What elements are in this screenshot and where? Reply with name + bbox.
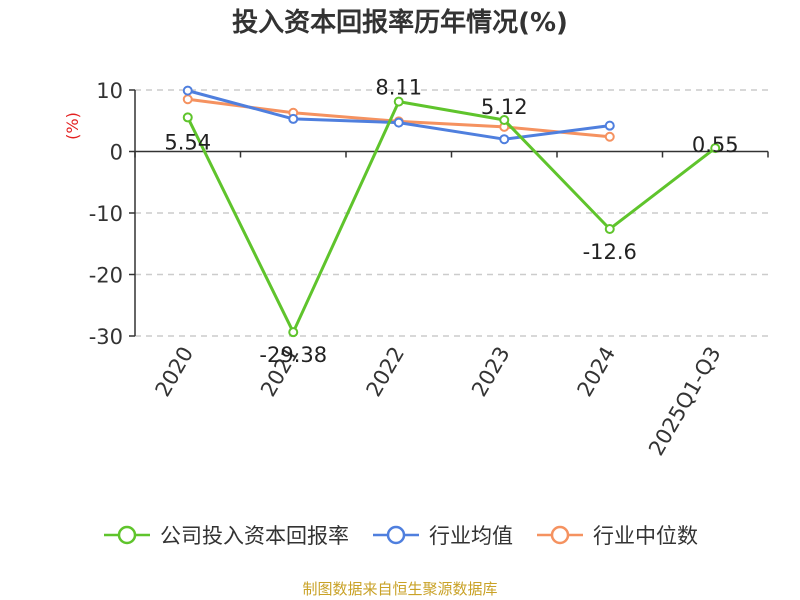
y-tick-label: -30: [89, 325, 123, 349]
data-point: [604, 223, 615, 234]
x-tick-label: 2022: [362, 343, 410, 401]
legend-swatch: [373, 525, 419, 545]
data-label: 8.11: [375, 76, 422, 100]
y-tick-label: 10: [96, 79, 123, 103]
chart-plot: 100-10-20-30(%)2020 2021 2022 2023 2024 2025Q…: [63, 76, 769, 460]
y-tick-label: -10: [89, 202, 123, 226]
x-tick-label: 2024: [573, 343, 621, 401]
legend-label: 行业中位数: [593, 524, 698, 548]
data-label: 0.55: [692, 133, 739, 157]
legend-label: 行业均值: [429, 524, 513, 548]
chart-legend: 公司投入资本回报率 行业均值 行业中位数: [0, 520, 800, 550]
data-point: [182, 112, 193, 123]
series-line: [186, 100, 717, 334]
source-note: 制图数据来自恒生聚源数据库: [302, 580, 498, 598]
x-tick-label: 2025Q1-Q3: [644, 343, 726, 460]
x-tick-label: 2023: [467, 343, 515, 401]
data-point: [499, 134, 510, 145]
y-axis-label: (%): [63, 112, 82, 140]
legend-item[interactable]: 公司投入资本回报率: [102, 520, 349, 550]
data-point: [288, 327, 299, 338]
data-point: [393, 96, 404, 107]
data-label: 5.54: [164, 130, 211, 154]
data-point: [393, 117, 404, 128]
data-point: [288, 113, 299, 124]
legend-item[interactable]: 行业均值: [371, 520, 513, 550]
data-label: -12.6: [583, 240, 637, 264]
chart-title: 投入资本回报率历年情况(%): [232, 8, 568, 38]
legend-swatch: [104, 525, 150, 545]
data-point: [604, 120, 615, 131]
x-tick-label: 2020: [151, 343, 199, 401]
y-tick-label: 0: [110, 141, 123, 165]
data-point: [182, 85, 193, 96]
data-point: [604, 131, 615, 142]
legend-item[interactable]: 行业中位数: [535, 520, 698, 550]
data-label: -29.38: [259, 343, 327, 367]
legend-swatch: [537, 525, 583, 545]
data-point: [499, 115, 510, 126]
legend-label: 公司投入资本回报率: [160, 524, 349, 548]
y-tick-label: -20: [89, 264, 123, 288]
data-point: [710, 143, 721, 154]
data-point: [182, 94, 193, 105]
data-label: 5.12: [481, 95, 528, 119]
